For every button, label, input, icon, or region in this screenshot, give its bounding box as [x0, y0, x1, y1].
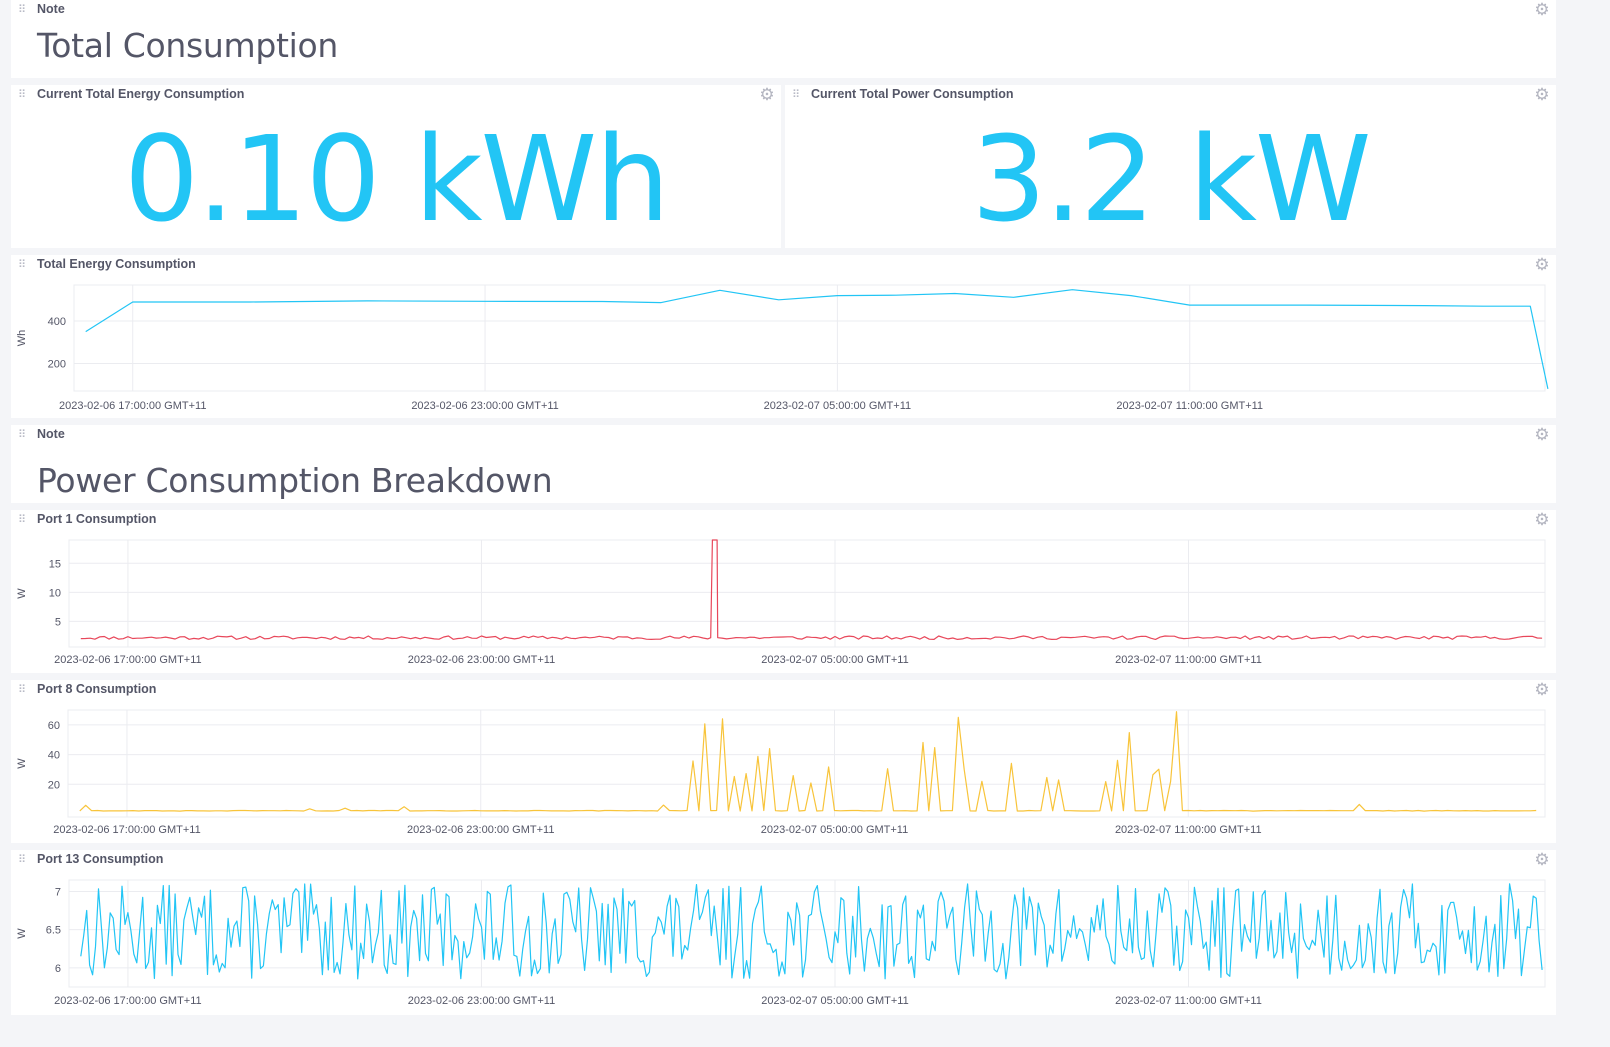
energy-line-chart[interactable]: 200 400 2023-02-06 17:00:00 GMT+11 2023-02-…: [11, 255, 1556, 418]
x-tick-label: 2023-02-06 23:00:00 GMT+11: [408, 654, 555, 666]
cell-title: Port 8 Consumption: [37, 682, 157, 696]
y-axis-label: W: [16, 758, 28, 769]
cell-title: Total Energy Consumption: [37, 257, 196, 271]
graph-cell-energy: ⠿ Total Energy Consumption ⚙ 200 400 2023-…: [11, 255, 1556, 418]
note-heading: Total Consumption: [37, 26, 339, 65]
y-tick-label: 40: [48, 750, 60, 762]
single-stat-value: 0.10 kWh: [123, 110, 670, 248]
graph-cell-port8: ⠿ Port 8 Consumption ⚙ 20 40 60 2023-02-06 …: [11, 680, 1556, 843]
cell-header: ⠿ Note ⚙: [11, 0, 1556, 22]
cell-header: ⠿ Port 13 Consumption ⚙: [11, 850, 1556, 872]
port1-line-chart[interactable]: 5 10 15 2023-02-06 17:00:00 GMT+11 2023-02-0…: [11, 510, 1556, 673]
cell-header: ⠿ Port 1 Consumption ⚙: [11, 510, 1556, 532]
x-tick-label: 2023-02-06 23:00:00 GMT+11: [407, 824, 554, 836]
drag-handle-icon[interactable]: ⠿: [18, 4, 26, 16]
x-tick-label: 2023-02-07 05:00:00 GMT+11: [764, 400, 911, 412]
gear-icon[interactable]: ⚙: [1534, 425, 1550, 444]
x-tick-label: 2023-02-06 17:00:00 GMT+11: [59, 400, 206, 412]
y-tick-label: 15: [49, 558, 61, 570]
graph-cell-port1: ⠿ Port 1 Consumption ⚙ 5 10 15 2023-02-06 1…: [11, 510, 1556, 673]
note-cell-total: ⠿ Note ⚙ Total Consumption: [11, 0, 1556, 78]
x-tick-label: 2023-02-07 11:00:00 GMT+11: [1115, 995, 1262, 1007]
drag-handle-icon[interactable]: ⠿: [18, 514, 26, 526]
plot-area: [73, 284, 1546, 392]
plot-area: [67, 709, 1546, 818]
x-tick-label: 2023-02-07 05:00:00 GMT+11: [761, 995, 908, 1007]
y-tick-label: 200: [48, 358, 66, 370]
gear-icon[interactable]: ⚙: [1534, 680, 1550, 699]
x-tick-label: 2023-02-06 23:00:00 GMT+11: [408, 995, 555, 1007]
port13-line-chart[interactable]: 6 6.5 7 2023-02-06 17:00:00 GMT+11 2023-02-0…: [11, 850, 1556, 1015]
series-line: [85, 289, 1549, 390]
cell-title: Current Total Energy Consumption: [37, 87, 245, 101]
y-axis-label: W: [16, 588, 28, 599]
cell-header: ⠿ Note ⚙: [11, 425, 1556, 447]
drag-handle-icon[interactable]: ⠿: [18, 684, 26, 696]
gear-icon[interactable]: ⚙: [1534, 510, 1550, 529]
plot-area: [68, 879, 1546, 988]
cell-header: ⠿ Current Total Energy Consumption ⚙: [11, 85, 781, 107]
single-stat-energy: ⠿ Current Total Energy Consumption ⚙ 0.1…: [11, 85, 781, 248]
x-tick-label: 2023-02-07 05:00:00 GMT+11: [761, 824, 908, 836]
gear-icon[interactable]: ⚙: [1534, 85, 1550, 104]
x-tick-label: 2023-02-06 17:00:00 GMT+11: [53, 824, 200, 836]
drag-handle-icon[interactable]: ⠿: [18, 854, 26, 866]
y-tick-label: 6.5: [46, 925, 61, 937]
y-tick-label: 20: [48, 779, 60, 791]
y-tick-label: 400: [48, 316, 66, 328]
x-tick-label: 2023-02-06 17:00:00 GMT+11: [54, 995, 201, 1007]
cell-title: Note: [37, 427, 65, 441]
y-tick-label: 10: [49, 587, 61, 599]
cell-header: ⠿ Port 8 Consumption ⚙: [11, 680, 1556, 702]
cell-header: ⠿ Total Energy Consumption ⚙: [11, 255, 1556, 277]
gear-icon[interactable]: ⚙: [1534, 850, 1550, 869]
x-tick-label: 2023-02-07 11:00:00 GMT+11: [1115, 654, 1262, 666]
series-line: [80, 539, 1543, 640]
note-cell-breakdown: ⠿ Note ⚙ Power Consumption Breakdown: [11, 425, 1556, 503]
x-tick-label: 2023-02-07 11:00:00 GMT+11: [1115, 824, 1262, 836]
gear-icon[interactable]: ⚙: [1534, 0, 1550, 19]
note-heading: Power Consumption Breakdown: [37, 461, 553, 500]
cell-title: Current Total Power Consumption: [811, 87, 1014, 101]
single-stat-power: ⠿ Current Total Power Consumption ⚙ 3.2 …: [785, 85, 1556, 248]
gear-icon[interactable]: ⚙: [1534, 255, 1550, 274]
y-tick-label: 5: [55, 616, 61, 628]
plot-area: [68, 539, 1546, 648]
y-axis-label: Wh: [16, 330, 28, 347]
series-line: [79, 711, 1537, 812]
y-tick-label: 60: [48, 720, 60, 732]
cell-title: Note: [37, 2, 65, 16]
y-tick-label: 7: [55, 886, 61, 898]
y-tick-label: 6: [55, 963, 61, 975]
graph-cell-port13: ⠿ Port 13 Consumption ⚙ 6 6.5 7 2023-02-06 …: [11, 850, 1556, 1015]
cell-header: ⠿ Current Total Power Consumption ⚙: [785, 85, 1556, 107]
drag-handle-icon[interactable]: ⠿: [18, 89, 26, 101]
x-tick-label: 2023-02-07 05:00:00 GMT+11: [761, 654, 908, 666]
x-tick-label: 2023-02-07 11:00:00 GMT+11: [1116, 400, 1263, 412]
port8-line-chart[interactable]: 20 40 60 2023-02-06 17:00:00 GMT+11 2023-02-…: [11, 680, 1556, 843]
single-stat-value: 3.2 kW: [971, 110, 1371, 248]
drag-handle-icon[interactable]: ⠿: [18, 429, 26, 441]
x-tick-label: 2023-02-06 23:00:00 GMT+11: [411, 400, 558, 412]
cell-title: Port 13 Consumption: [37, 852, 164, 866]
x-tick-label: 2023-02-06 17:00:00 GMT+11: [54, 654, 201, 666]
y-axis-label: W: [16, 928, 28, 939]
drag-handle-icon[interactable]: ⠿: [18, 259, 26, 271]
cell-title: Port 1 Consumption: [37, 512, 157, 526]
drag-handle-icon[interactable]: ⠿: [792, 89, 800, 101]
gear-icon[interactable]: ⚙: [759, 85, 775, 104]
series-line: [80, 883, 1543, 980]
